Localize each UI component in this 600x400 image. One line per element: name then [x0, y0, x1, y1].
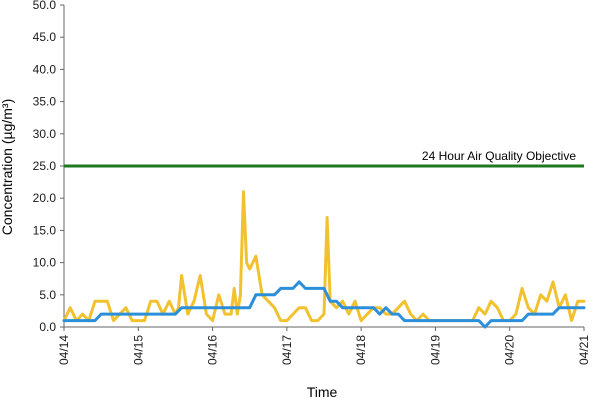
y-tick-label: 35.0: [33, 95, 57, 109]
x-tick-label: 04/14: [57, 335, 71, 365]
y-tick-label: 10.0: [33, 256, 57, 270]
x-tick-label: 04/18: [354, 335, 368, 365]
x-tick-label: 04/17: [280, 335, 294, 365]
x-tick-label: 04/21: [577, 335, 591, 365]
y-ticks: 0.0 5.0 10.0 15.0 20.0 25.0 30.0 35.0 40.0 45.0 50…: [33, 0, 64, 334]
y-tick-label: 40.0: [33, 62, 57, 76]
series-line-1: [62, 190, 586, 323]
y-tick-label: 25.0: [33, 159, 57, 173]
y-tick-label: 20.0: [33, 191, 57, 205]
series-lines: [62, 190, 586, 329]
y-axis-title: Concentration (µg/m³): [0, 99, 15, 235]
x-tick-label: 04/16: [206, 335, 220, 365]
y-tick-label: 5.0: [39, 288, 56, 302]
y-tick-label: 30.0: [33, 127, 57, 141]
x-tick-label: 04/20: [503, 335, 517, 365]
x-tick-label: 04/15: [131, 335, 145, 365]
x-ticks: 04/14 04/15 04/16 04/17 04/18 04/19 04/20 04/21: [57, 327, 591, 365]
series-line-2: [62, 280, 586, 329]
air-quality-objective-label: 24 Hour Air Quality Objective: [422, 149, 576, 163]
x-tick-label: 04/19: [428, 335, 442, 365]
reference-line-group: 24 Hour Air Quality Objective: [64, 149, 584, 168]
y-tick-label: 15.0: [33, 223, 57, 237]
x-axis-title: Time: [307, 384, 338, 400]
y-tick-label: 45.0: [33, 30, 57, 44]
y-tick-label: 0.0: [39, 320, 56, 334]
y-tick-label: 50.0: [33, 0, 57, 12]
